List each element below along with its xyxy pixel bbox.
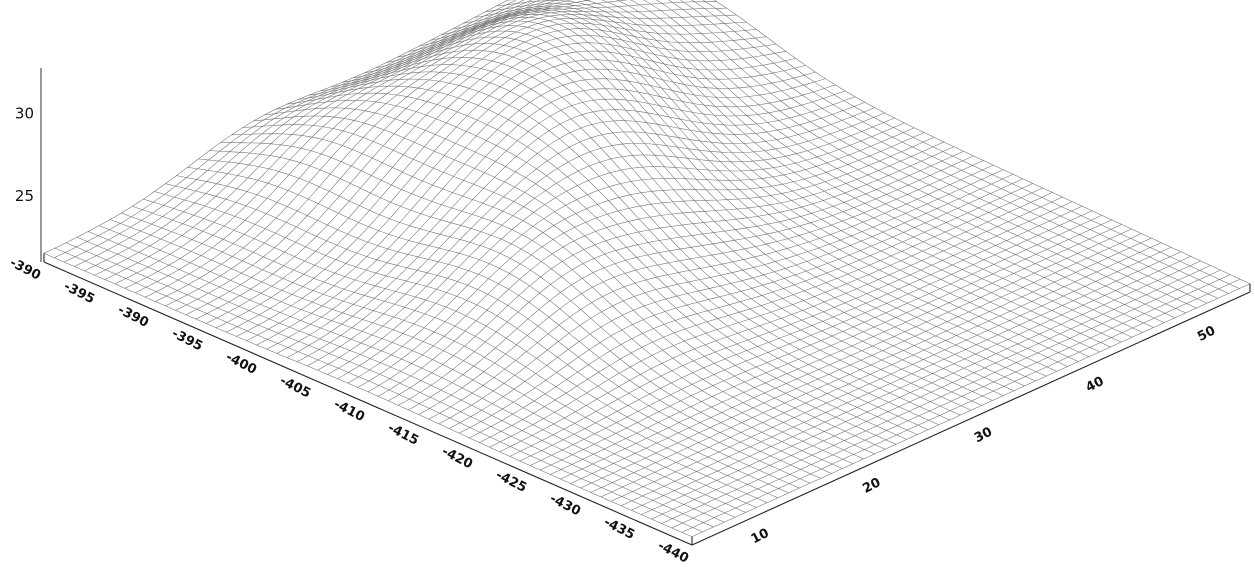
surface-line-y bbox=[452, 9, 1090, 357]
z-tick-label: 30 bbox=[15, 105, 34, 123]
surface-line-x bbox=[64, 0, 525, 263]
surface-wireframe bbox=[43, 0, 1251, 537]
surface-line-y bbox=[143, 198, 789, 494]
z-tick-label: 25 bbox=[15, 187, 34, 205]
base-edge bbox=[691, 291, 1251, 546]
surface-line-y bbox=[341, 57, 982, 406]
surface-line-y bbox=[187, 167, 832, 474]
surface-line-y bbox=[242, 124, 886, 450]
surface-line-y bbox=[601, 0, 1154, 328]
surface-line-y bbox=[643, 0, 1186, 314]
surface-line-x bbox=[337, 122, 905, 380]
surface-line-y bbox=[507, 0, 1143, 333]
surface-line-x bbox=[104, 0, 559, 280]
surface-line-y bbox=[330, 64, 972, 411]
y-tick-label: 10 bbox=[749, 526, 772, 548]
surface-line-x bbox=[357, 132, 925, 388]
surface-line-x bbox=[84, 0, 541, 272]
y-tick-label: 30 bbox=[972, 425, 995, 447]
surface-line-x bbox=[276, 90, 846, 354]
surface-line-x bbox=[560, 224, 1122, 480]
y-tick-label: 20 bbox=[860, 475, 883, 497]
surface-line-x bbox=[317, 112, 885, 371]
surface-line-y bbox=[308, 78, 950, 421]
surface-line-y bbox=[154, 191, 800, 489]
surface-line-y bbox=[397, 25, 1036, 382]
surface-line-y bbox=[88, 231, 736, 518]
surface-line-y bbox=[165, 183, 811, 484]
surface-line-x bbox=[53, 0, 517, 258]
surface-line-y bbox=[132, 205, 778, 499]
surface-line-y bbox=[691, 0, 1229, 294]
surface-line-y bbox=[474, 5, 1111, 348]
surface-line-y bbox=[76, 236, 725, 523]
base-edge bbox=[43, 261, 693, 546]
x-axis-ticks: -390-395-390-395-400-405-410-415-420-425… bbox=[7, 255, 691, 566]
surface-line-y bbox=[616, 0, 1165, 323]
surface-line-x bbox=[124, 0, 592, 289]
surface-line-y bbox=[253, 115, 897, 445]
surface-line-y bbox=[419, 16, 1057, 372]
surface-line-x bbox=[114, 0, 572, 285]
surface-line-x bbox=[205, 35, 777, 324]
surface-line-y bbox=[264, 107, 907, 440]
surface-line-y bbox=[220, 142, 864, 460]
base-plane bbox=[43, 253, 1251, 546]
surface-line-x bbox=[418, 160, 984, 415]
surface-line-y bbox=[297, 85, 939, 426]
surface-line-y bbox=[209, 150, 854, 464]
surface-line-x bbox=[74, 0, 533, 267]
surface-line-y bbox=[231, 133, 875, 455]
surface-line-y bbox=[408, 20, 1047, 377]
surface-line-y bbox=[441, 11, 1079, 362]
surface-line-y bbox=[99, 225, 746, 513]
surface-line-y bbox=[364, 43, 1004, 396]
surface-line-y bbox=[713, 0, 1251, 284]
surface-line-y bbox=[121, 212, 768, 503]
surface-line-x bbox=[286, 96, 856, 358]
surface-line-y bbox=[176, 175, 821, 479]
surface-line-y bbox=[386, 30, 1025, 387]
surface-line-y bbox=[656, 0, 1197, 309]
surface-line-x bbox=[570, 228, 1132, 484]
surface-line-y bbox=[668, 0, 1208, 304]
surface-line-y bbox=[463, 7, 1100, 353]
y-tick-label: 40 bbox=[1084, 374, 1107, 396]
surface-line-x bbox=[408, 155, 974, 411]
surface-line-y bbox=[198, 158, 843, 469]
surface-line-x bbox=[43, 0, 509, 254]
surface-line-y bbox=[353, 50, 993, 401]
surface-line-x bbox=[398, 151, 964, 406]
surface-line-y bbox=[630, 0, 1176, 319]
surface-line-y bbox=[319, 71, 961, 416]
surface-line-y bbox=[54, 247, 703, 533]
surface-line-x bbox=[509, 201, 1073, 457]
surface-line-y bbox=[286, 92, 929, 430]
surface-line-y bbox=[65, 242, 714, 528]
surface-line-y bbox=[375, 36, 1015, 392]
surface-line-y bbox=[430, 13, 1068, 367]
surface-line-y bbox=[485, 3, 1122, 343]
surface-line-x bbox=[438, 169, 1004, 425]
surface-line-x bbox=[94, 0, 550, 276]
surface-line-y bbox=[275, 100, 918, 435]
surface-line-y bbox=[110, 219, 757, 508]
y-tick-label: 50 bbox=[1195, 323, 1218, 345]
surface-line-y bbox=[496, 0, 1133, 338]
x-tick-label: -390 bbox=[7, 255, 43, 283]
surface-line-y bbox=[43, 253, 693, 537]
z-axis-ticks: 25 30 bbox=[15, 105, 34, 206]
surface-line-y bbox=[679, 0, 1218, 299]
surface-line-y bbox=[702, 0, 1240, 289]
y-axis-ticks: 10 20 30 40 50 bbox=[749, 323, 1218, 547]
